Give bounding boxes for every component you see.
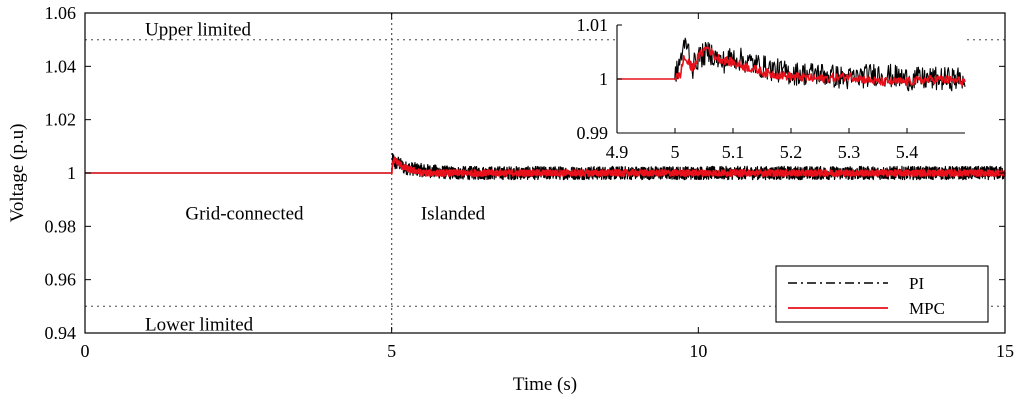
inset-series-line-mpc — [616, 45, 966, 87]
y-tick-label: 0.94 — [45, 323, 77, 343]
region-label-grid-connected: Grid-connected — [185, 204, 304, 225]
x-axis-label: Time (s) — [513, 374, 577, 395]
y-tick-label: 0.98 — [45, 216, 77, 236]
inset-x-tick-label: 5.3 — [838, 142, 861, 162]
series-line-pi — [84, 152, 1006, 181]
inset-y-tick-label: 1.01 — [577, 15, 609, 35]
lower-limit-label: Lower limited — [145, 314, 254, 335]
region-label-islanded: Islanded — [421, 204, 486, 225]
legend: PI MPC — [775, 265, 989, 323]
x-tick-label: 15 — [996, 341, 1014, 361]
legend-label-mpc: MPC — [909, 299, 945, 318]
inset-x-tick-label: 5 — [671, 142, 680, 162]
inset-x-tick-label: 5.1 — [722, 142, 745, 162]
y-tick-label: 1.02 — [45, 110, 77, 130]
y-tick-label: 1.06 — [45, 3, 77, 23]
inset-x-tick-label: 4.9 — [606, 142, 629, 162]
y-tick-label: 1 — [67, 163, 76, 183]
series-line-mpc — [84, 156, 1006, 177]
legend-box — [775, 265, 989, 323]
inset-y-tick-label: 1 — [599, 69, 608, 89]
y-axis-label: Voltage (p.u) — [7, 124, 28, 223]
y-tick-label: 1.04 — [45, 56, 77, 76]
inset-x-tick-label: 5.2 — [780, 142, 803, 162]
inset-plot: 4.9 5 5.1 5.2 5.3 5.4 0.99 1 1.01 — [577, 15, 966, 162]
legend-label-pi: PI — [909, 274, 924, 293]
x-tick-label: 0 — [81, 341, 90, 361]
upper-limit-label: Upper limited — [145, 20, 252, 41]
inset-y-tick-label: 0.99 — [577, 123, 609, 143]
y-tick-label: 0.96 — [45, 270, 77, 290]
x-tick-label: 10 — [689, 341, 707, 361]
x-tick-label: 5 — [387, 341, 396, 361]
inset-x-tick-label: 5.4 — [896, 142, 919, 162]
